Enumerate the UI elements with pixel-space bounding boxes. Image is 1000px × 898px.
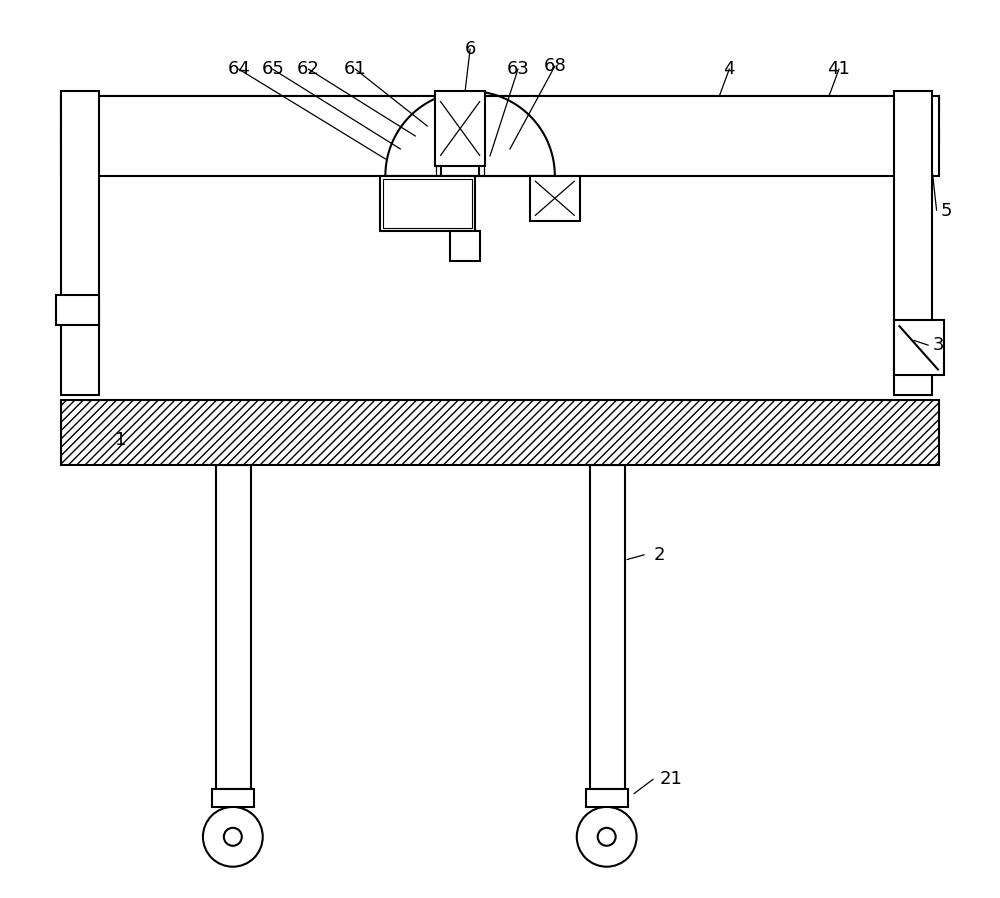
Text: 5: 5 <box>941 202 952 220</box>
Bar <box>894 91 932 395</box>
Circle shape <box>577 807 637 867</box>
Text: 68: 68 <box>543 57 566 75</box>
Text: 63: 63 <box>507 60 529 78</box>
Text: 6: 6 <box>464 40 476 58</box>
Bar <box>212 789 254 807</box>
Bar <box>894 321 944 375</box>
Bar <box>61 126 939 146</box>
Bar <box>61 96 939 116</box>
Text: 21: 21 <box>660 770 683 788</box>
Text: 65: 65 <box>261 60 284 78</box>
Bar <box>450 231 480 260</box>
Circle shape <box>203 807 263 867</box>
Bar <box>56 295 99 325</box>
Text: 3: 3 <box>933 337 944 355</box>
Text: 1: 1 <box>115 431 127 449</box>
Bar <box>380 176 475 231</box>
Text: 4: 4 <box>724 60 735 78</box>
Text: 64: 64 <box>227 60 250 78</box>
Bar <box>441 96 479 176</box>
Bar <box>530 176 580 221</box>
Text: 61: 61 <box>344 60 367 78</box>
Bar <box>61 91 99 395</box>
Bar <box>586 789 628 807</box>
Circle shape <box>598 828 616 846</box>
Text: 2: 2 <box>654 546 665 564</box>
Bar <box>61 401 939 465</box>
Circle shape <box>224 828 242 846</box>
Text: 62: 62 <box>297 60 320 78</box>
Bar <box>61 96 939 176</box>
Text: 41: 41 <box>828 60 850 78</box>
Bar <box>435 91 485 166</box>
Bar <box>216 465 251 789</box>
Bar <box>590 465 625 789</box>
Bar <box>383 179 472 228</box>
